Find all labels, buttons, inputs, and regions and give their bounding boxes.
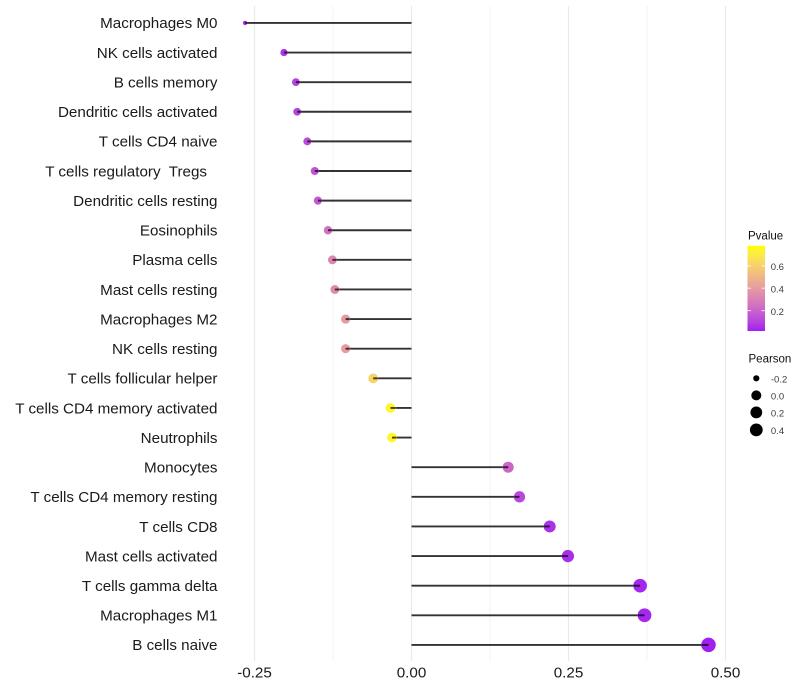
- svg-text:T cells follicular helper: T cells follicular helper: [68, 371, 218, 388]
- svg-text:Mast cells activated: Mast cells activated: [85, 548, 218, 565]
- svg-text:-0.2: -0.2: [771, 375, 787, 386]
- svg-text:0.0: 0.0: [771, 392, 784, 403]
- svg-text:T cells CD4 memory activated: T cells CD4 memory activated: [15, 400, 217, 417]
- svg-text:B cells memory: B cells memory: [114, 74, 218, 91]
- svg-text:0.2: 0.2: [771, 307, 784, 318]
- svg-text:0.50: 0.50: [711, 665, 741, 682]
- svg-text:Neutrophils: Neutrophils: [141, 430, 218, 447]
- svg-text:0.00: 0.00: [397, 665, 427, 682]
- svg-text:-0.25: -0.25: [237, 665, 272, 682]
- svg-text:Dendritic cells activated: Dendritic cells activated: [58, 104, 218, 121]
- svg-text:Macrophages M2: Macrophages M2: [100, 311, 217, 328]
- svg-text:Monocytes: Monocytes: [144, 460, 218, 477]
- svg-text:0.2: 0.2: [771, 409, 784, 420]
- svg-text:Macrophages M0: Macrophages M0: [100, 15, 217, 32]
- svg-text:NK cells resting: NK cells resting: [112, 341, 218, 358]
- svg-text:Mast cells resting: Mast cells resting: [100, 282, 217, 299]
- svg-text:T cells CD8: T cells CD8: [139, 519, 217, 536]
- svg-text:0.6: 0.6: [771, 262, 784, 273]
- svg-text:Macrophages M1: Macrophages M1: [100, 608, 217, 625]
- svg-text:Plasma cells: Plasma cells: [132, 252, 218, 269]
- svg-text:0.4: 0.4: [771, 426, 784, 437]
- svg-text:Dendritic cells resting: Dendritic cells resting: [73, 193, 217, 210]
- svg-text:T cells gamma delta: T cells gamma delta: [82, 578, 218, 595]
- svg-text:NK cells activated: NK cells activated: [97, 45, 218, 62]
- svg-text:B cells naive: B cells naive: [132, 637, 217, 654]
- svg-text:Eosinophils: Eosinophils: [140, 223, 218, 240]
- svg-text:T cells regulatory Tregs: T cells regulatory Tregs: [45, 163, 207, 180]
- svg-text:Pvalue: Pvalue: [748, 231, 783, 243]
- svg-text:Pearson: Pearson: [749, 354, 792, 366]
- svg-text:0.4: 0.4: [771, 285, 784, 296]
- svg-text:T cells CD4 memory resting: T cells CD4 memory resting: [30, 489, 217, 506]
- svg-text:T cells CD4 naive: T cells CD4 naive: [99, 134, 218, 151]
- svg-text:0.25: 0.25: [554, 665, 584, 682]
